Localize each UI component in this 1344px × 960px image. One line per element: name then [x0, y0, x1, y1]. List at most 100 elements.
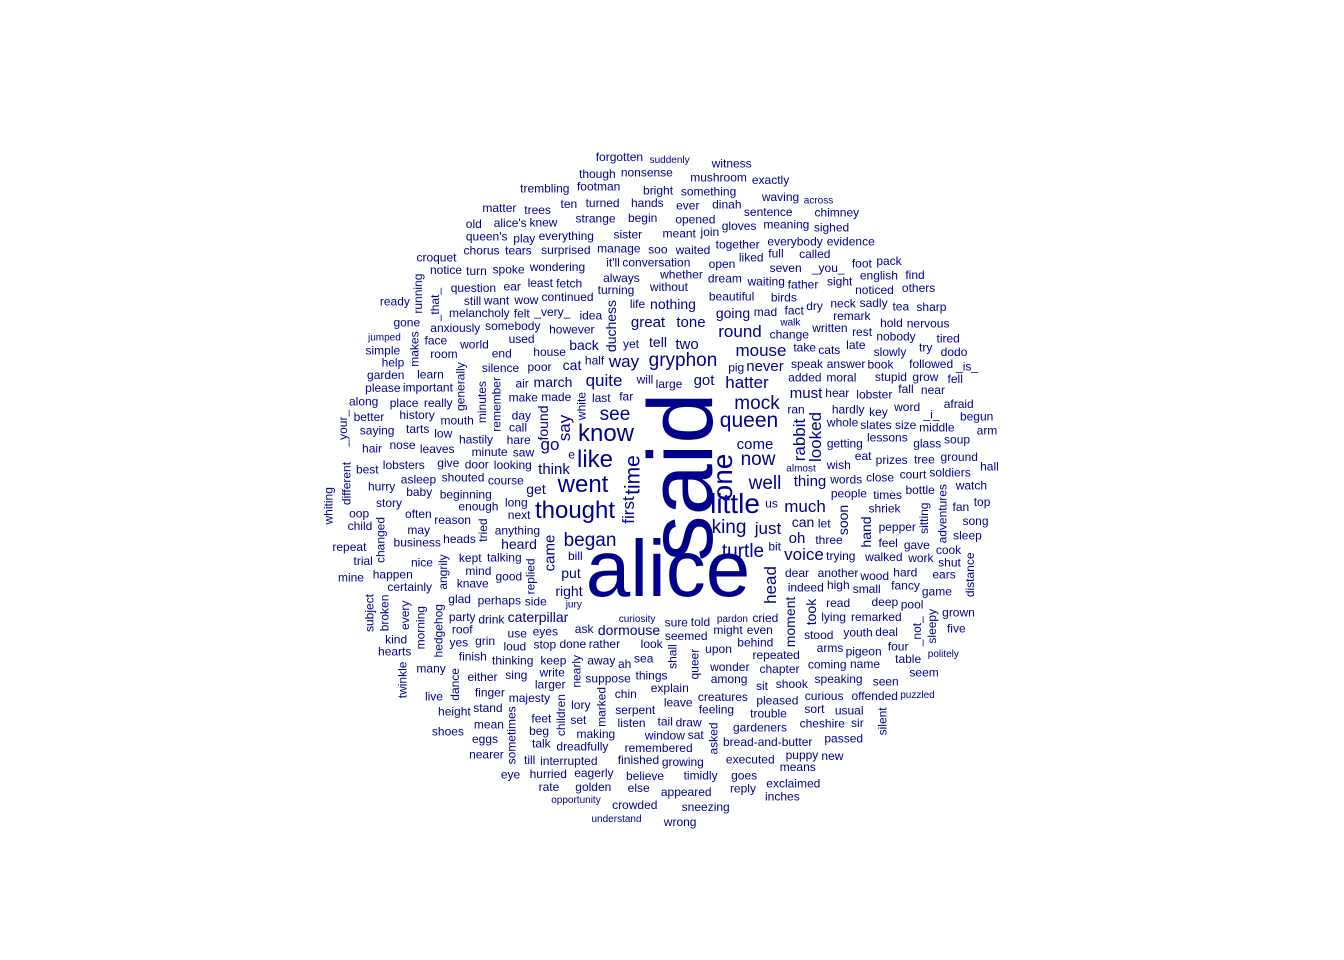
- word-eggs: eggs: [472, 732, 498, 746]
- word-cheshire: cheshire: [800, 717, 846, 731]
- word-inches: inches: [765, 790, 800, 804]
- word-soo: soo: [648, 243, 668, 257]
- word-means: means: [780, 760, 816, 774]
- word-least: least: [528, 276, 554, 290]
- word-remembered: remembered: [625, 741, 693, 755]
- word-dear: dear: [785, 566, 809, 580]
- word-broken: broken: [377, 595, 391, 632]
- word-simple: simple: [365, 343, 400, 357]
- word-thought: thought: [535, 497, 615, 524]
- word-might: might: [713, 623, 743, 637]
- word-grin: grin: [475, 634, 495, 648]
- word-grow: grow: [912, 370, 938, 384]
- word-queer: queer: [688, 649, 702, 680]
- word-little: little: [710, 488, 760, 519]
- word-find: find: [905, 268, 924, 282]
- word-reason: reason: [434, 513, 471, 527]
- word-makes: makes: [408, 331, 422, 366]
- word-height: height: [438, 704, 471, 718]
- word-right: right: [555, 583, 582, 599]
- word-happen: happen: [373, 568, 413, 582]
- word-keep: keep: [540, 653, 566, 667]
- word-suddenly: suddenly: [650, 155, 690, 166]
- word-speak: speak: [791, 357, 824, 371]
- word-angrily: angrily: [436, 554, 450, 589]
- word-manage: manage: [597, 242, 641, 256]
- word-write: write: [538, 665, 565, 679]
- word-old: old: [466, 217, 482, 231]
- word-rest: rest: [852, 325, 873, 339]
- word-play: play: [513, 231, 535, 245]
- word-going: going: [716, 305, 750, 321]
- word-use: use: [508, 626, 528, 640]
- word-seen: seen: [873, 675, 899, 689]
- word-try: try: [919, 341, 932, 355]
- word-dry: dry: [806, 299, 823, 313]
- word-read: read: [826, 596, 850, 610]
- word-look: look: [641, 637, 664, 651]
- word-heads: heads: [443, 532, 476, 546]
- word-leave: leave: [664, 696, 693, 710]
- word-twinkle: twinkle: [395, 661, 409, 698]
- word-soon: soon: [835, 505, 851, 535]
- word-business: business: [394, 536, 441, 550]
- word-learn: learn: [417, 368, 444, 382]
- word-come: come: [737, 436, 774, 453]
- word-far: far: [619, 389, 633, 403]
- word-politely: politely: [928, 649, 959, 660]
- word-set: set: [570, 713, 587, 727]
- word-followed: followed: [909, 357, 953, 371]
- word-sighed: sighed: [814, 220, 849, 234]
- word-bit: bit: [768, 540, 781, 554]
- word-english: english: [860, 269, 898, 283]
- word-meaning: meaning: [763, 217, 809, 231]
- word-opportunity: opportunity: [551, 795, 600, 806]
- word-nose: nose: [390, 438, 416, 452]
- word-interrupted: interrupted: [540, 754, 597, 768]
- word-ah: ah: [618, 657, 631, 671]
- word-strange: strange: [576, 211, 616, 225]
- word-see: see: [600, 404, 631, 425]
- word-remember: remember: [490, 377, 504, 432]
- word-youth: youth: [843, 625, 872, 639]
- word-full: full: [768, 247, 783, 261]
- word-prizes: prizes: [876, 453, 908, 467]
- word-still: still: [464, 294, 481, 308]
- word-written: written: [811, 321, 847, 335]
- word-hair: hair: [362, 442, 382, 456]
- word-nervous: nervous: [907, 316, 950, 330]
- word-will: will: [636, 373, 654, 387]
- word-change: change: [770, 328, 810, 342]
- word-either: either: [468, 670, 498, 684]
- word-talk: talk: [532, 737, 552, 751]
- word-generally: generally: [453, 362, 467, 411]
- word-dreadfully: dreadfully: [556, 739, 608, 753]
- word-many: many: [416, 662, 445, 676]
- word-curious: curious: [805, 689, 844, 703]
- word-coming: coming: [808, 657, 847, 671]
- word-sea: sea: [634, 652, 654, 666]
- word-must: must: [790, 385, 823, 402]
- word-called: called: [799, 247, 830, 261]
- word-never: never: [746, 358, 784, 375]
- word-others: others: [902, 281, 935, 295]
- word-open: open: [709, 257, 736, 271]
- word-without: without: [649, 280, 689, 294]
- word-bread-and-butter: bread-and-butter: [723, 735, 812, 749]
- word-soldiers: soldiers: [929, 465, 970, 479]
- word-bill: bill: [568, 549, 583, 563]
- word-fancy: fancy: [891, 579, 920, 593]
- word-repeated: repeated: [752, 648, 799, 662]
- word-arms: arms: [817, 641, 844, 655]
- word-sneezing: sneezing: [682, 800, 730, 814]
- word-that: _that_: [428, 288, 442, 323]
- word-back: back: [569, 337, 600, 353]
- word-gloves: gloves: [722, 219, 757, 233]
- word-fell: fell: [948, 372, 963, 386]
- word-story: story: [376, 496, 402, 510]
- word-pack: pack: [876, 254, 902, 268]
- word-seem: seem: [909, 666, 938, 680]
- word-used: used: [509, 332, 535, 346]
- word-distance: distance: [963, 552, 977, 597]
